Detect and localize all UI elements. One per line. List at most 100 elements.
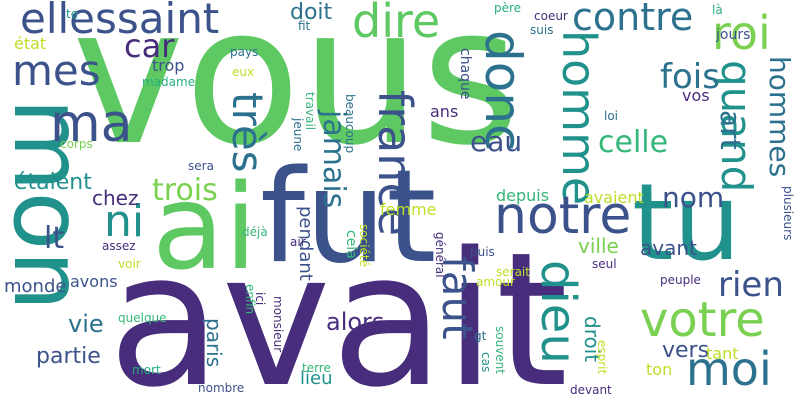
word-assez: assez [102, 239, 136, 253]
word-nom: nom [662, 181, 725, 214]
word-donc: donc [474, 30, 532, 152]
word-femme: femme [380, 200, 437, 219]
word-partie: partie [36, 344, 101, 369]
word-societe: société [357, 224, 371, 267]
word-etat: état [14, 34, 47, 53]
word-chez: chez [92, 186, 139, 210]
word-depuis: depuis [496, 186, 550, 205]
word-dire: dire [352, 0, 441, 48]
word-roi: roi [712, 6, 771, 60]
word-ni: ni [104, 196, 145, 247]
word-trois: trois [152, 173, 218, 208]
word-vie: vie [68, 310, 104, 338]
word-ici: ici [253, 292, 267, 306]
word-ton: ton [646, 360, 673, 379]
word-cas: cas [479, 352, 493, 373]
word-homme: homme [552, 30, 606, 206]
word-lt: lt [44, 221, 65, 256]
word-votre: votre [640, 292, 765, 348]
word-mes: mes [12, 46, 101, 95]
word-jeune: jeune [291, 118, 305, 152]
word-pere: père [494, 1, 522, 15]
word-ellessaint: ellessaint [20, 0, 220, 43]
word-jamais: jamais [316, 110, 351, 209]
word-contre: contre [572, 0, 694, 39]
word-avait: avait [108, 212, 569, 400]
word-cela: cela [343, 230, 359, 259]
word-te: te [66, 7, 79, 21]
word-eau: eau [470, 125, 523, 158]
word-tres: très [223, 92, 272, 173]
word-seul: seul [592, 257, 617, 271]
word-madame: madame [142, 75, 196, 89]
word-lieu: lieu [300, 368, 333, 389]
word-vers: vers [662, 338, 710, 363]
word-coeur: coeur [534, 9, 568, 23]
word-alors: alors [326, 308, 385, 336]
word-gt: gt [474, 329, 487, 343]
word-puis: puis [470, 245, 495, 259]
word-nombre: nombre [198, 381, 245, 395]
word-jours: jours [716, 27, 751, 43]
word-doit: doit [290, 0, 333, 25]
word-etaient: étaient [14, 170, 92, 195]
word-france: france [368, 90, 422, 237]
word-avons: avons [70, 272, 118, 291]
word-notre: notre [494, 186, 632, 246]
word-enfin: enfin [243, 284, 257, 315]
word-monde: monde [4, 276, 67, 297]
word-fit: fit [298, 19, 311, 33]
word-terre: terre [302, 361, 331, 375]
word-air: air [290, 235, 306, 249]
word-travail: travail [303, 92, 317, 131]
word-suis: suis [530, 23, 554, 37]
word-vos: vos [682, 86, 710, 105]
word-mort: mort [132, 363, 161, 377]
word-quelque: quelque [118, 311, 167, 325]
word-car: car [124, 27, 175, 65]
word-ma: ma [50, 94, 133, 154]
word-monsieur: monsieur [271, 296, 285, 353]
word-ai: ai [152, 158, 258, 296]
word-souvent: souvent [493, 326, 507, 374]
word-la: là [712, 3, 723, 17]
word-serait: serait [496, 265, 530, 279]
word-art: art [714, 110, 747, 150]
word-hommes: hommes [763, 56, 796, 178]
word-general: général [433, 232, 447, 278]
word-ville: ville [578, 234, 619, 258]
word-faut: faut [433, 256, 482, 340]
word-peuple: peuple [660, 273, 701, 287]
word-deja: déjà [242, 225, 268, 239]
word-tu: tu [632, 161, 741, 284]
word-ans: ans [430, 102, 459, 121]
word-rien: rien [718, 265, 784, 305]
word-pays: pays [230, 45, 259, 59]
word-quand: quand [712, 60, 761, 193]
word-paris: paris [202, 318, 226, 368]
word-avant: avant [640, 236, 697, 260]
word-amour: amour [476, 275, 515, 289]
word-plusieurs: plusieurs [781, 186, 795, 241]
word-avaient: avaient [584, 188, 644, 207]
word-trop: trop [152, 56, 185, 75]
word-sera: sera [188, 159, 214, 173]
word-esprit: esprit [595, 340, 609, 375]
word-beaucoup: beaucoup [343, 94, 357, 154]
word-moi: moi [686, 342, 772, 396]
word-loi: loi [604, 109, 619, 123]
word-mon: mon [0, 98, 104, 312]
word-dieu: dieu [530, 260, 586, 364]
word-droit: droit [580, 316, 604, 363]
word-vous: vous [72, 0, 521, 187]
word-eux: eux [232, 65, 255, 79]
word-pendant: pendant [295, 206, 316, 281]
word-tant: tant [706, 344, 739, 363]
word-corps: corps [60, 137, 93, 151]
word-celle: celle [598, 125, 669, 160]
word-fois: fois [660, 57, 720, 97]
word-voir: voir [118, 257, 141, 271]
word-fut: fut [260, 143, 437, 292]
word-chaque: chaque [457, 48, 473, 100]
